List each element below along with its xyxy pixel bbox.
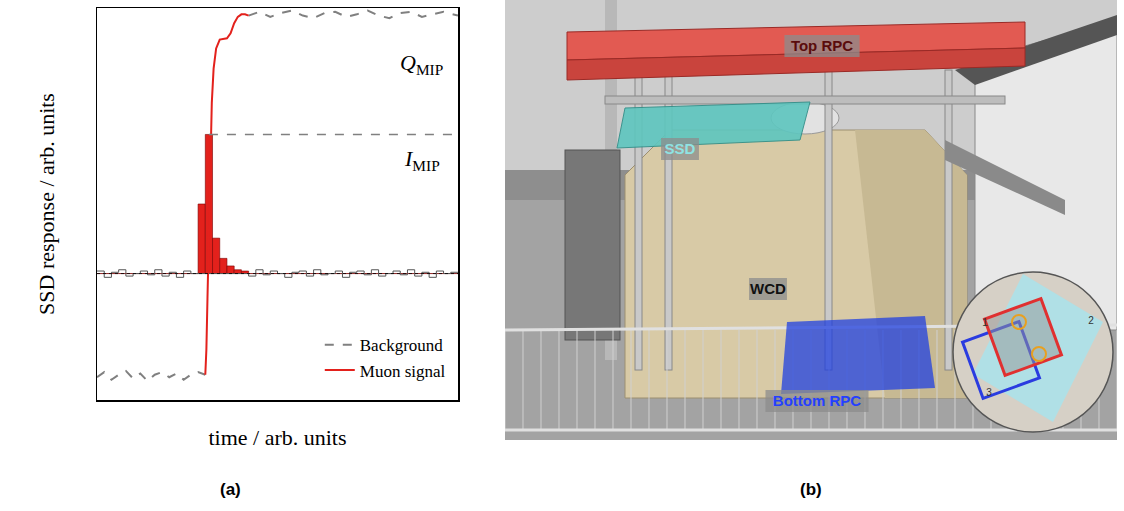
svg-text:2: 2: [1088, 315, 1094, 326]
svg-text:time / arb. units: time / arb. units: [208, 425, 346, 450]
svg-text:Top RPC: Top RPC: [791, 37, 853, 54]
svg-text:Q​MIP​: Q​MIP​: [400, 50, 443, 78]
svg-text:Bottom RPC: Bottom RPC: [773, 392, 861, 409]
svg-text:Background: Background: [360, 336, 444, 355]
svg-text:1: 1: [982, 317, 988, 328]
svg-text:WCD: WCD: [750, 280, 786, 297]
html-text:(a): (a): [220, 480, 241, 499]
svg-text:Muon signal: Muon signal: [360, 362, 446, 381]
svg-text:3: 3: [986, 387, 992, 398]
svg-text:SSD: SSD: [665, 140, 696, 157]
svg-text:SSD response / arb. units: SSD response / arb. units: [34, 93, 59, 315]
svg-text:I​MIP​: I​MIP​: [404, 146, 440, 174]
html-text:(b): (b): [800, 480, 822, 499]
